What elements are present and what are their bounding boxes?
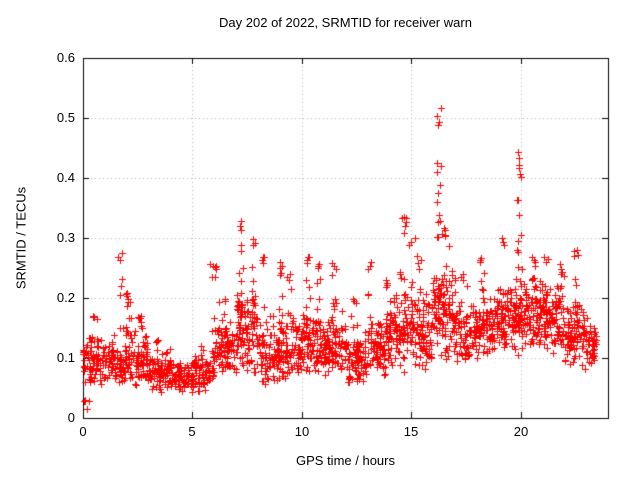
x-tick-label: 0 (79, 424, 87, 439)
x-tick-label: 15 (403, 424, 419, 439)
y-tick-label: 0.2 (56, 290, 75, 305)
y-tick-label: 0.1 (56, 350, 75, 365)
x-tick-label: 5 (188, 424, 196, 439)
chart-title: Day 202 of 2022, SRMTID for receiver war… (219, 15, 472, 30)
x-tick-label: 10 (294, 424, 310, 439)
y-tick-label: 0 (67, 410, 75, 425)
y-tick-label: 0.4 (56, 170, 75, 185)
x-axis-label: GPS time / hours (296, 453, 395, 468)
y-tick-label: 0.5 (56, 110, 75, 125)
y-tick-label: 0.6 (56, 50, 75, 65)
y-tick-label: 0.3 (56, 230, 75, 245)
x-tick-label: 20 (513, 424, 529, 439)
